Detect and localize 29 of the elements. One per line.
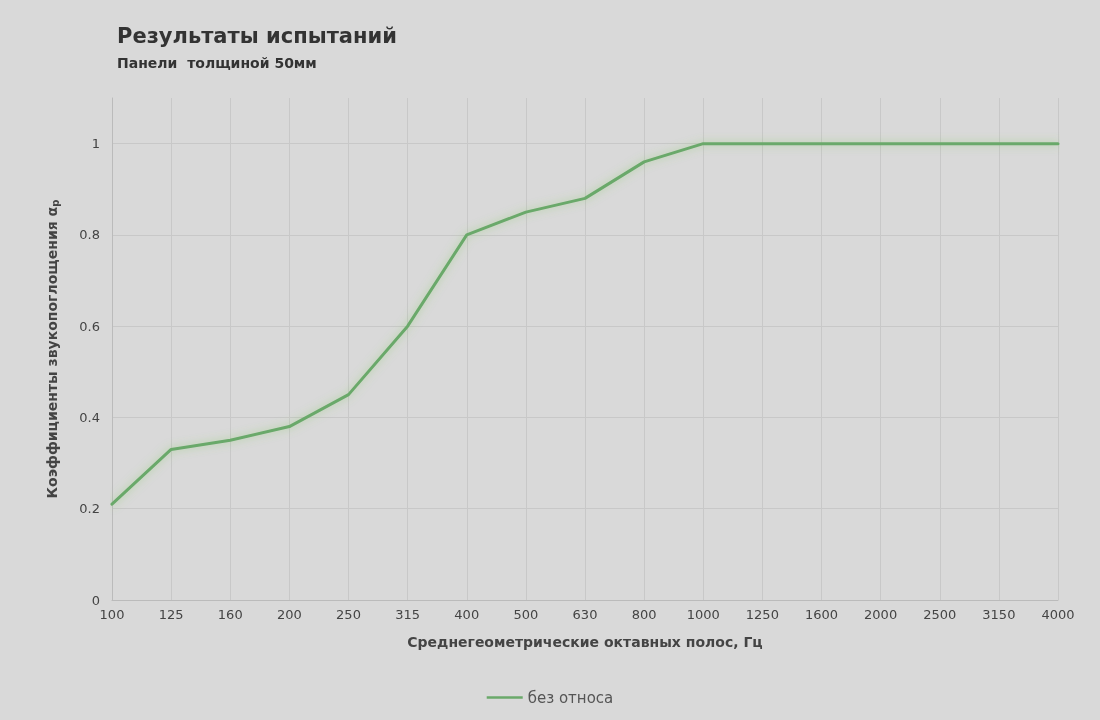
y-tick-label: 0.4 <box>79 409 100 425</box>
x-tick-label: 500 <box>513 607 539 622</box>
x-tick-label: 1250 <box>745 607 779 622</box>
y-tick-label: 0.2 <box>79 501 100 517</box>
x-tick-label: 630 <box>572 607 598 622</box>
line-series <box>110 142 1060 506</box>
x-tick-label: 2500 <box>923 607 957 622</box>
x-tick-label: 400 <box>454 607 480 622</box>
chart-subtitle: Панели толщиной 50мм <box>117 55 317 71</box>
x-tick-label: 2000 <box>864 607 898 622</box>
y-axis-title: Коэффициенты звукопоглощения αp <box>44 199 61 499</box>
y-tick-label: 0.8 <box>79 227 100 243</box>
x-tick-label: 1600 <box>804 607 839 622</box>
y-tick-label: 0 <box>91 592 100 608</box>
x-tick-label: 160 <box>217 607 243 622</box>
chart-title: Результаты испытаний <box>117 23 397 48</box>
x-tick-label: 800 <box>631 607 657 622</box>
x-tick-label: 200 <box>276 607 302 622</box>
legend-label: без относа <box>527 688 614 707</box>
x-tick-label: 100 <box>99 607 125 622</box>
x-tick-label: 125 <box>158 607 184 622</box>
y-tick-label: 1 <box>91 136 100 152</box>
x-tick-label: 250 <box>336 607 361 622</box>
x-tick-label: 1000 <box>686 607 720 622</box>
x-tick-label: 3150 <box>982 607 1016 622</box>
x-tick-label: 4000 <box>1041 607 1075 622</box>
x-axis-title: Среднегеометрические октавных полос, Гц <box>407 634 763 650</box>
x-tick-label: 315 <box>395 607 421 622</box>
y-tick-label: 0.6 <box>79 318 100 334</box>
